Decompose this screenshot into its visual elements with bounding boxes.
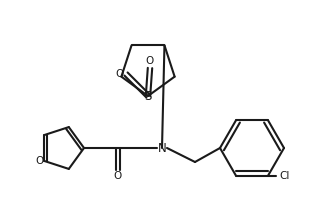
Text: Cl: Cl <box>280 171 290 181</box>
Text: S: S <box>144 90 152 103</box>
Text: O: O <box>114 171 122 181</box>
Text: N: N <box>158 141 166 154</box>
Text: O: O <box>116 69 124 79</box>
Text: O: O <box>146 56 154 66</box>
Text: O: O <box>35 156 43 166</box>
